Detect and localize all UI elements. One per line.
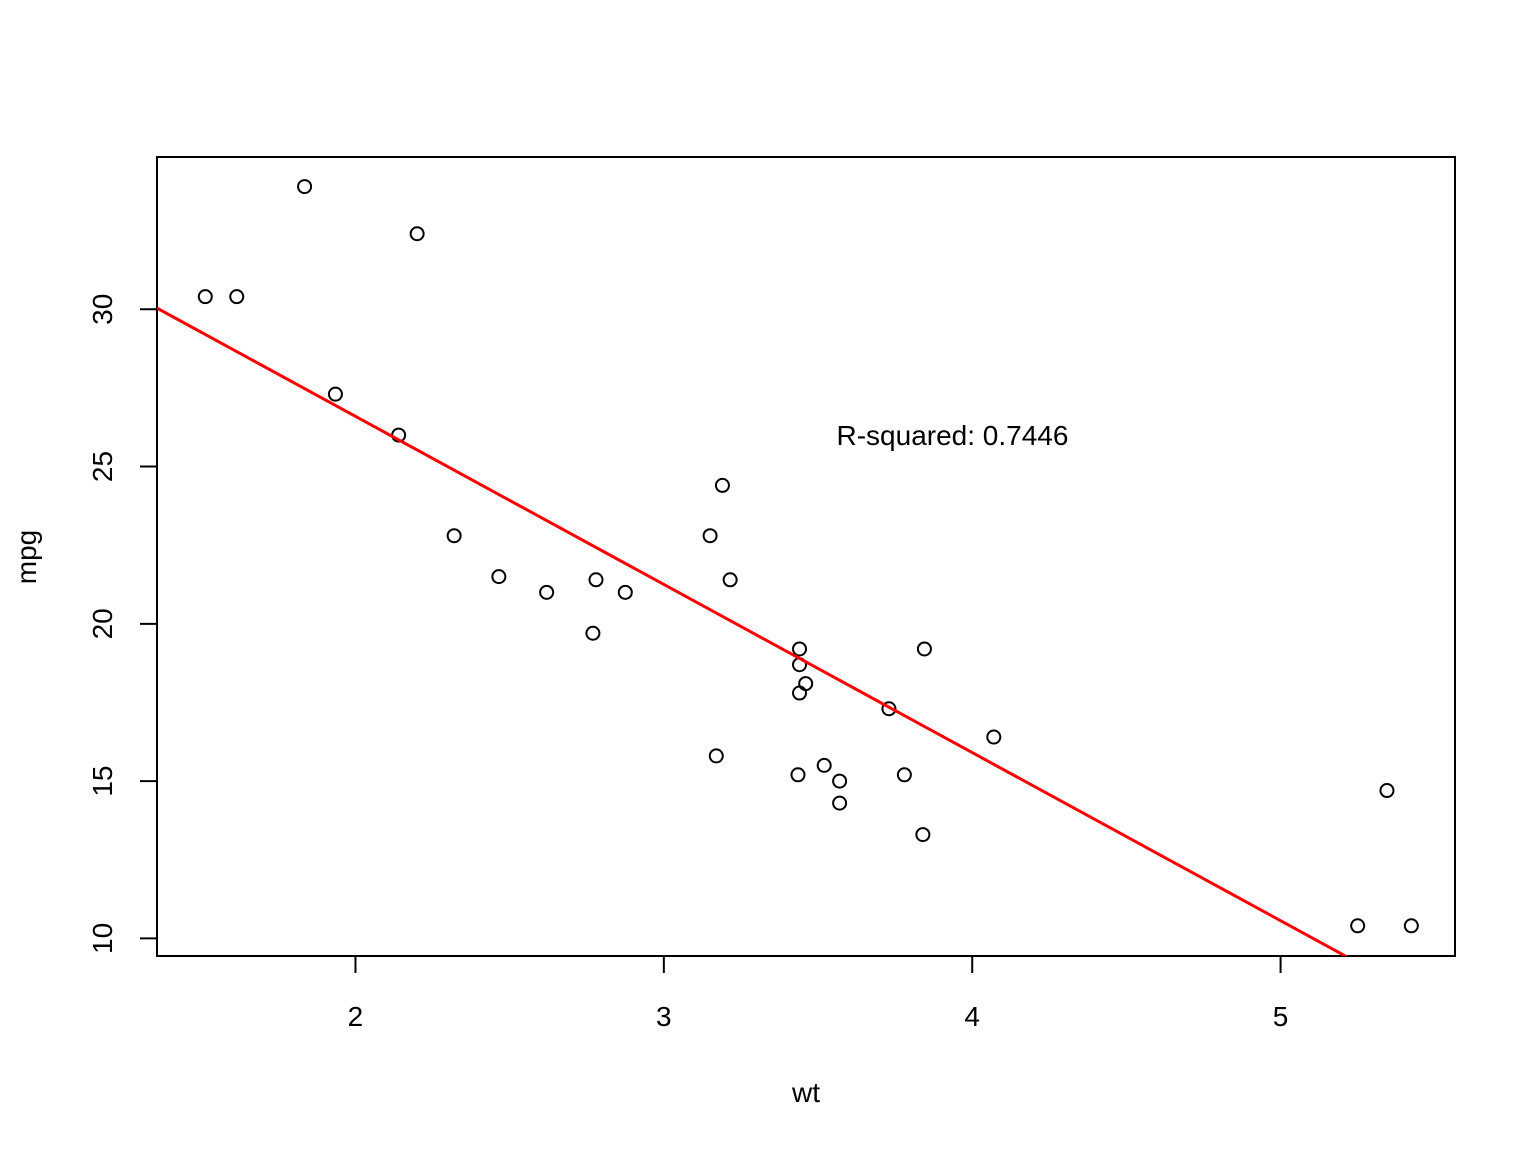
data-point <box>702 528 718 544</box>
data-point <box>792 641 808 657</box>
data-point <box>297 179 313 195</box>
data-point <box>1403 918 1419 934</box>
x-axis: 2 3 4 5 <box>348 955 1289 1032</box>
data-point <box>714 477 730 493</box>
data-point <box>588 572 604 588</box>
regression-layer <box>157 306 1349 956</box>
data-point <box>617 584 633 600</box>
data-point <box>792 685 808 701</box>
y-tick-label: 15 <box>87 766 118 797</box>
data-point <box>197 289 213 305</box>
data-point <box>708 748 724 764</box>
y-axis-label: mpg <box>11 530 42 584</box>
data-point <box>409 226 425 242</box>
r-squared-annotation: R-squared: 0.7446 <box>837 420 1069 451</box>
data-point <box>896 767 912 783</box>
data-point <box>539 584 555 600</box>
y-tick-label: 25 <box>87 451 118 482</box>
data-point <box>229 289 245 305</box>
data-point <box>986 729 1002 745</box>
data-point <box>832 773 848 789</box>
plot-frame <box>156 156 1456 957</box>
y-tick-label: 30 <box>87 294 118 325</box>
data-point <box>915 827 931 843</box>
y-tick-label: 20 <box>87 608 118 639</box>
data-point <box>816 757 832 773</box>
data-point <box>798 676 814 692</box>
data-point <box>1379 783 1395 799</box>
data-point <box>327 386 343 402</box>
data-point <box>1350 918 1366 934</box>
x-axis-label: wt <box>791 1077 820 1108</box>
data-point <box>446 528 462 544</box>
x-tick-label: 2 <box>348 1001 364 1032</box>
regression-line <box>157 306 1349 956</box>
x-tick-label: 3 <box>656 1001 672 1032</box>
data-point <box>790 767 806 783</box>
data-point <box>881 701 897 717</box>
x-tick-label: 5 <box>1273 1001 1289 1032</box>
y-axis: 10 15 20 25 30 <box>87 294 158 954</box>
points-layer <box>197 179 1419 934</box>
x-tick-label: 4 <box>964 1001 980 1032</box>
data-point <box>585 625 601 641</box>
data-point <box>722 572 738 588</box>
data-point <box>832 795 848 811</box>
data-point <box>916 641 932 657</box>
data-point <box>491 569 507 585</box>
y-tick-label: 10 <box>87 923 118 954</box>
